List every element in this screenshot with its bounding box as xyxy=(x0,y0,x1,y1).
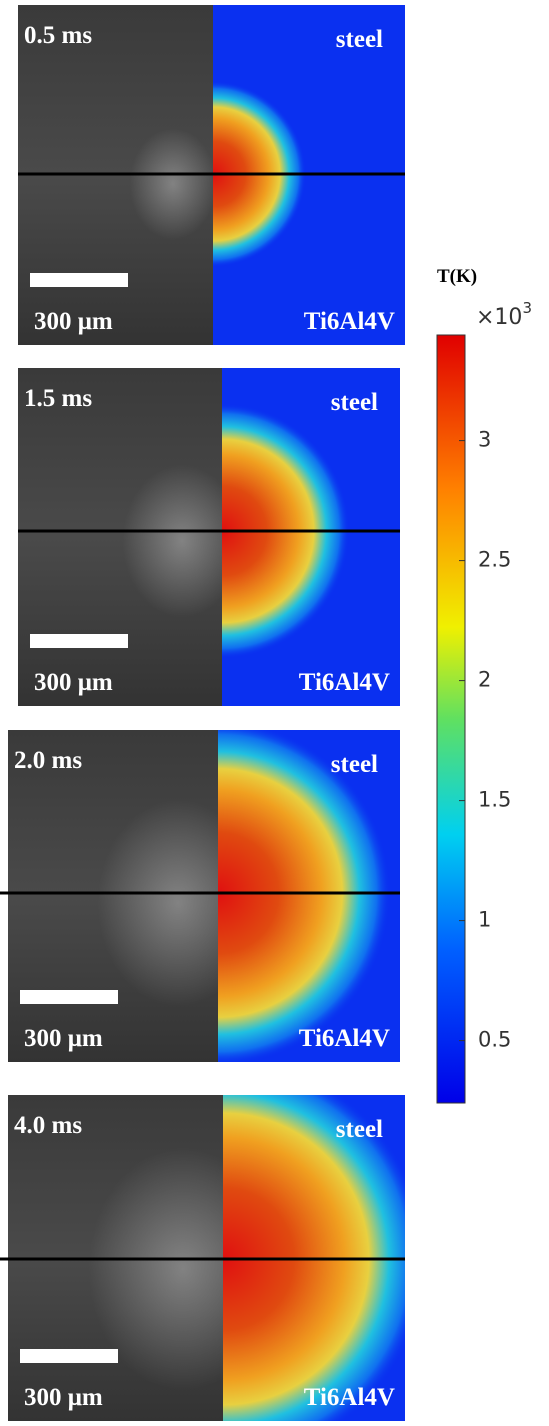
tick-label: 1 xyxy=(478,908,491,932)
melt-pool xyxy=(218,730,391,1062)
colorbar-title: T(K) xyxy=(437,266,477,287)
top-material: steel xyxy=(336,26,383,53)
panel: 4.0 ms steel 300 μm Ti6Al4V xyxy=(0,1095,405,1421)
scale-bar xyxy=(30,273,128,287)
tick-label: 0.5 xyxy=(478,1028,511,1052)
bottom-material: Ti6Al4V xyxy=(299,669,390,696)
scale-label: 300 μm xyxy=(34,669,113,696)
tick-label: 1.5 xyxy=(478,788,511,812)
panels: 0.5 ms steel 300 μm Ti6Al4V 1.5 ms steel 300 μ… xyxy=(0,5,405,1421)
time-label: 4.0 ms xyxy=(14,1112,82,1139)
scale-bar xyxy=(20,990,118,1004)
melt-glow xyxy=(129,128,217,240)
scale-label: 300 μm xyxy=(34,308,113,335)
top-material: steel xyxy=(331,389,378,416)
tick-label: 2 xyxy=(478,668,491,692)
time-label: 0.5 ms xyxy=(24,22,92,49)
colorbar-multiplier: ×103 xyxy=(476,299,532,331)
top-material: steel xyxy=(336,1116,383,1143)
colorbar-gradient xyxy=(436,334,466,1104)
melt-glow xyxy=(122,464,242,618)
scale-bar xyxy=(30,634,128,648)
panel: 0.5 ms steel 300 μm Ti6Al4V xyxy=(18,5,405,345)
panel: 1.5 ms steel 300 μm Ti6Al4V xyxy=(18,368,400,706)
bottom-material: Ti6Al4V xyxy=(299,1025,390,1052)
scale-label: 300 μm xyxy=(24,1025,103,1052)
top-material: steel xyxy=(331,751,378,778)
multiplier-exponent: 3 xyxy=(522,299,532,317)
time-label: 2.0 ms xyxy=(14,747,82,774)
scale-label: 300 μm xyxy=(24,1384,103,1411)
time-label: 1.5 ms xyxy=(24,385,92,412)
bottom-material: Ti6Al4V xyxy=(304,308,395,335)
colorbar: T(K) ×103 0.511.522.53 xyxy=(436,266,532,1104)
bottom-material: Ti6Al4V xyxy=(304,1384,395,1411)
tick-label: 2.5 xyxy=(478,548,511,572)
scale-bar xyxy=(20,1349,118,1363)
tick-label: 3 xyxy=(478,428,491,452)
multiplier-base: ×10 xyxy=(476,305,522,330)
panel: 2.0 ms steel 300 μm Ti6Al4V xyxy=(0,730,400,1062)
